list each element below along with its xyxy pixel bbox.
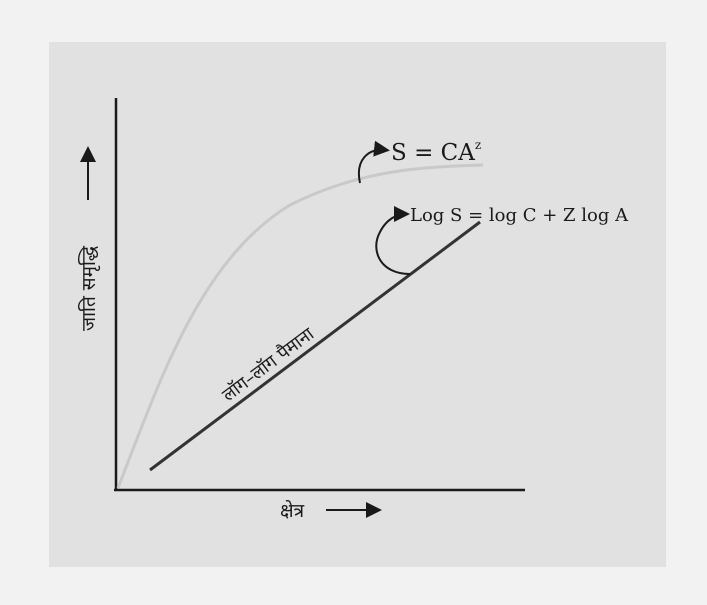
curve-equation-base: S = CA (391, 140, 475, 166)
curve-equation-exponent: z (475, 138, 481, 152)
y-axis-label: जाति समृद्धि (77, 245, 101, 331)
diagram-panel (49, 42, 666, 567)
line-equation: Log S = log C + Z log A (410, 205, 629, 226)
log-log-line (149, 220, 481, 472)
curve-pointer-arrow (357, 140, 390, 184)
species-area-curve (116, 163, 484, 489)
x-axis-label: क्षेत्र (280, 499, 305, 522)
line-pointer-arrow (375, 206, 411, 275)
curve-equation: S = CAz (391, 138, 481, 166)
